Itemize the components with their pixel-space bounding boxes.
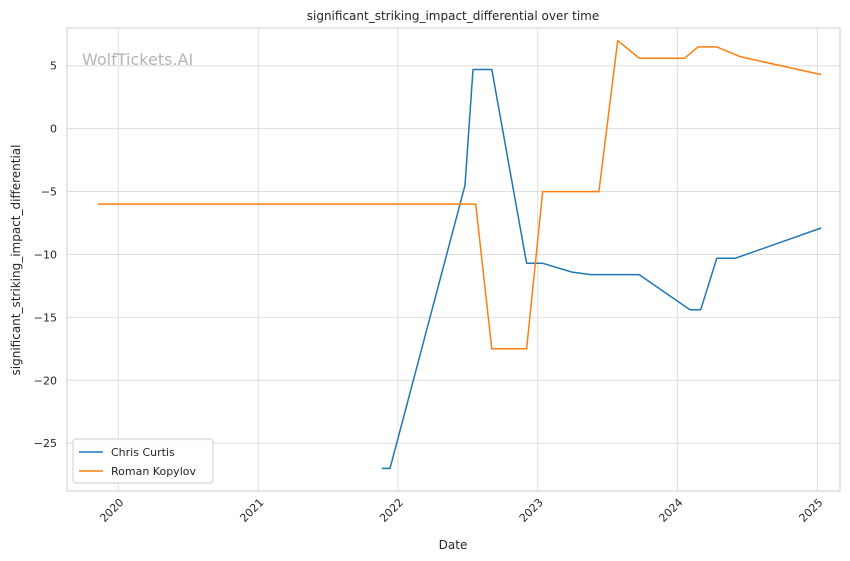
legend-label-chris-curtis: Chris Curtis: [111, 446, 175, 459]
y-tick-label: −5: [41, 186, 57, 199]
y-tick-label: −10: [34, 248, 57, 261]
y-axis-title: significant_striking_impact_differential: [9, 145, 23, 376]
legend-box: [72, 438, 214, 484]
chart-title: significant_striking_impact_differential…: [307, 9, 599, 23]
y-tick-label: −15: [34, 311, 57, 324]
series-line-roman-kopylov: [98, 39, 822, 350]
plot-area-frame: [66, 27, 841, 492]
legend: Chris Curtis Roman Kopylov: [72, 438, 214, 484]
series-line-chris-curtis: [381, 68, 822, 470]
y-tick-label: −20: [34, 374, 57, 387]
y-tick-labels: −25 −20 −15 −10 −5 0 5: [34, 60, 57, 450]
grid: [67, 28, 840, 491]
y-tick-label: −25: [34, 437, 57, 450]
y-tick-label: 0: [50, 123, 57, 136]
watermark: WolfTickets.AI: [82, 50, 193, 69]
y-tick-label: 5: [50, 60, 57, 73]
legend-label-roman-kopylov: Roman Kopylov: [111, 465, 196, 478]
series-group: [98, 39, 822, 470]
x-axis-title: Date: [439, 538, 468, 552]
